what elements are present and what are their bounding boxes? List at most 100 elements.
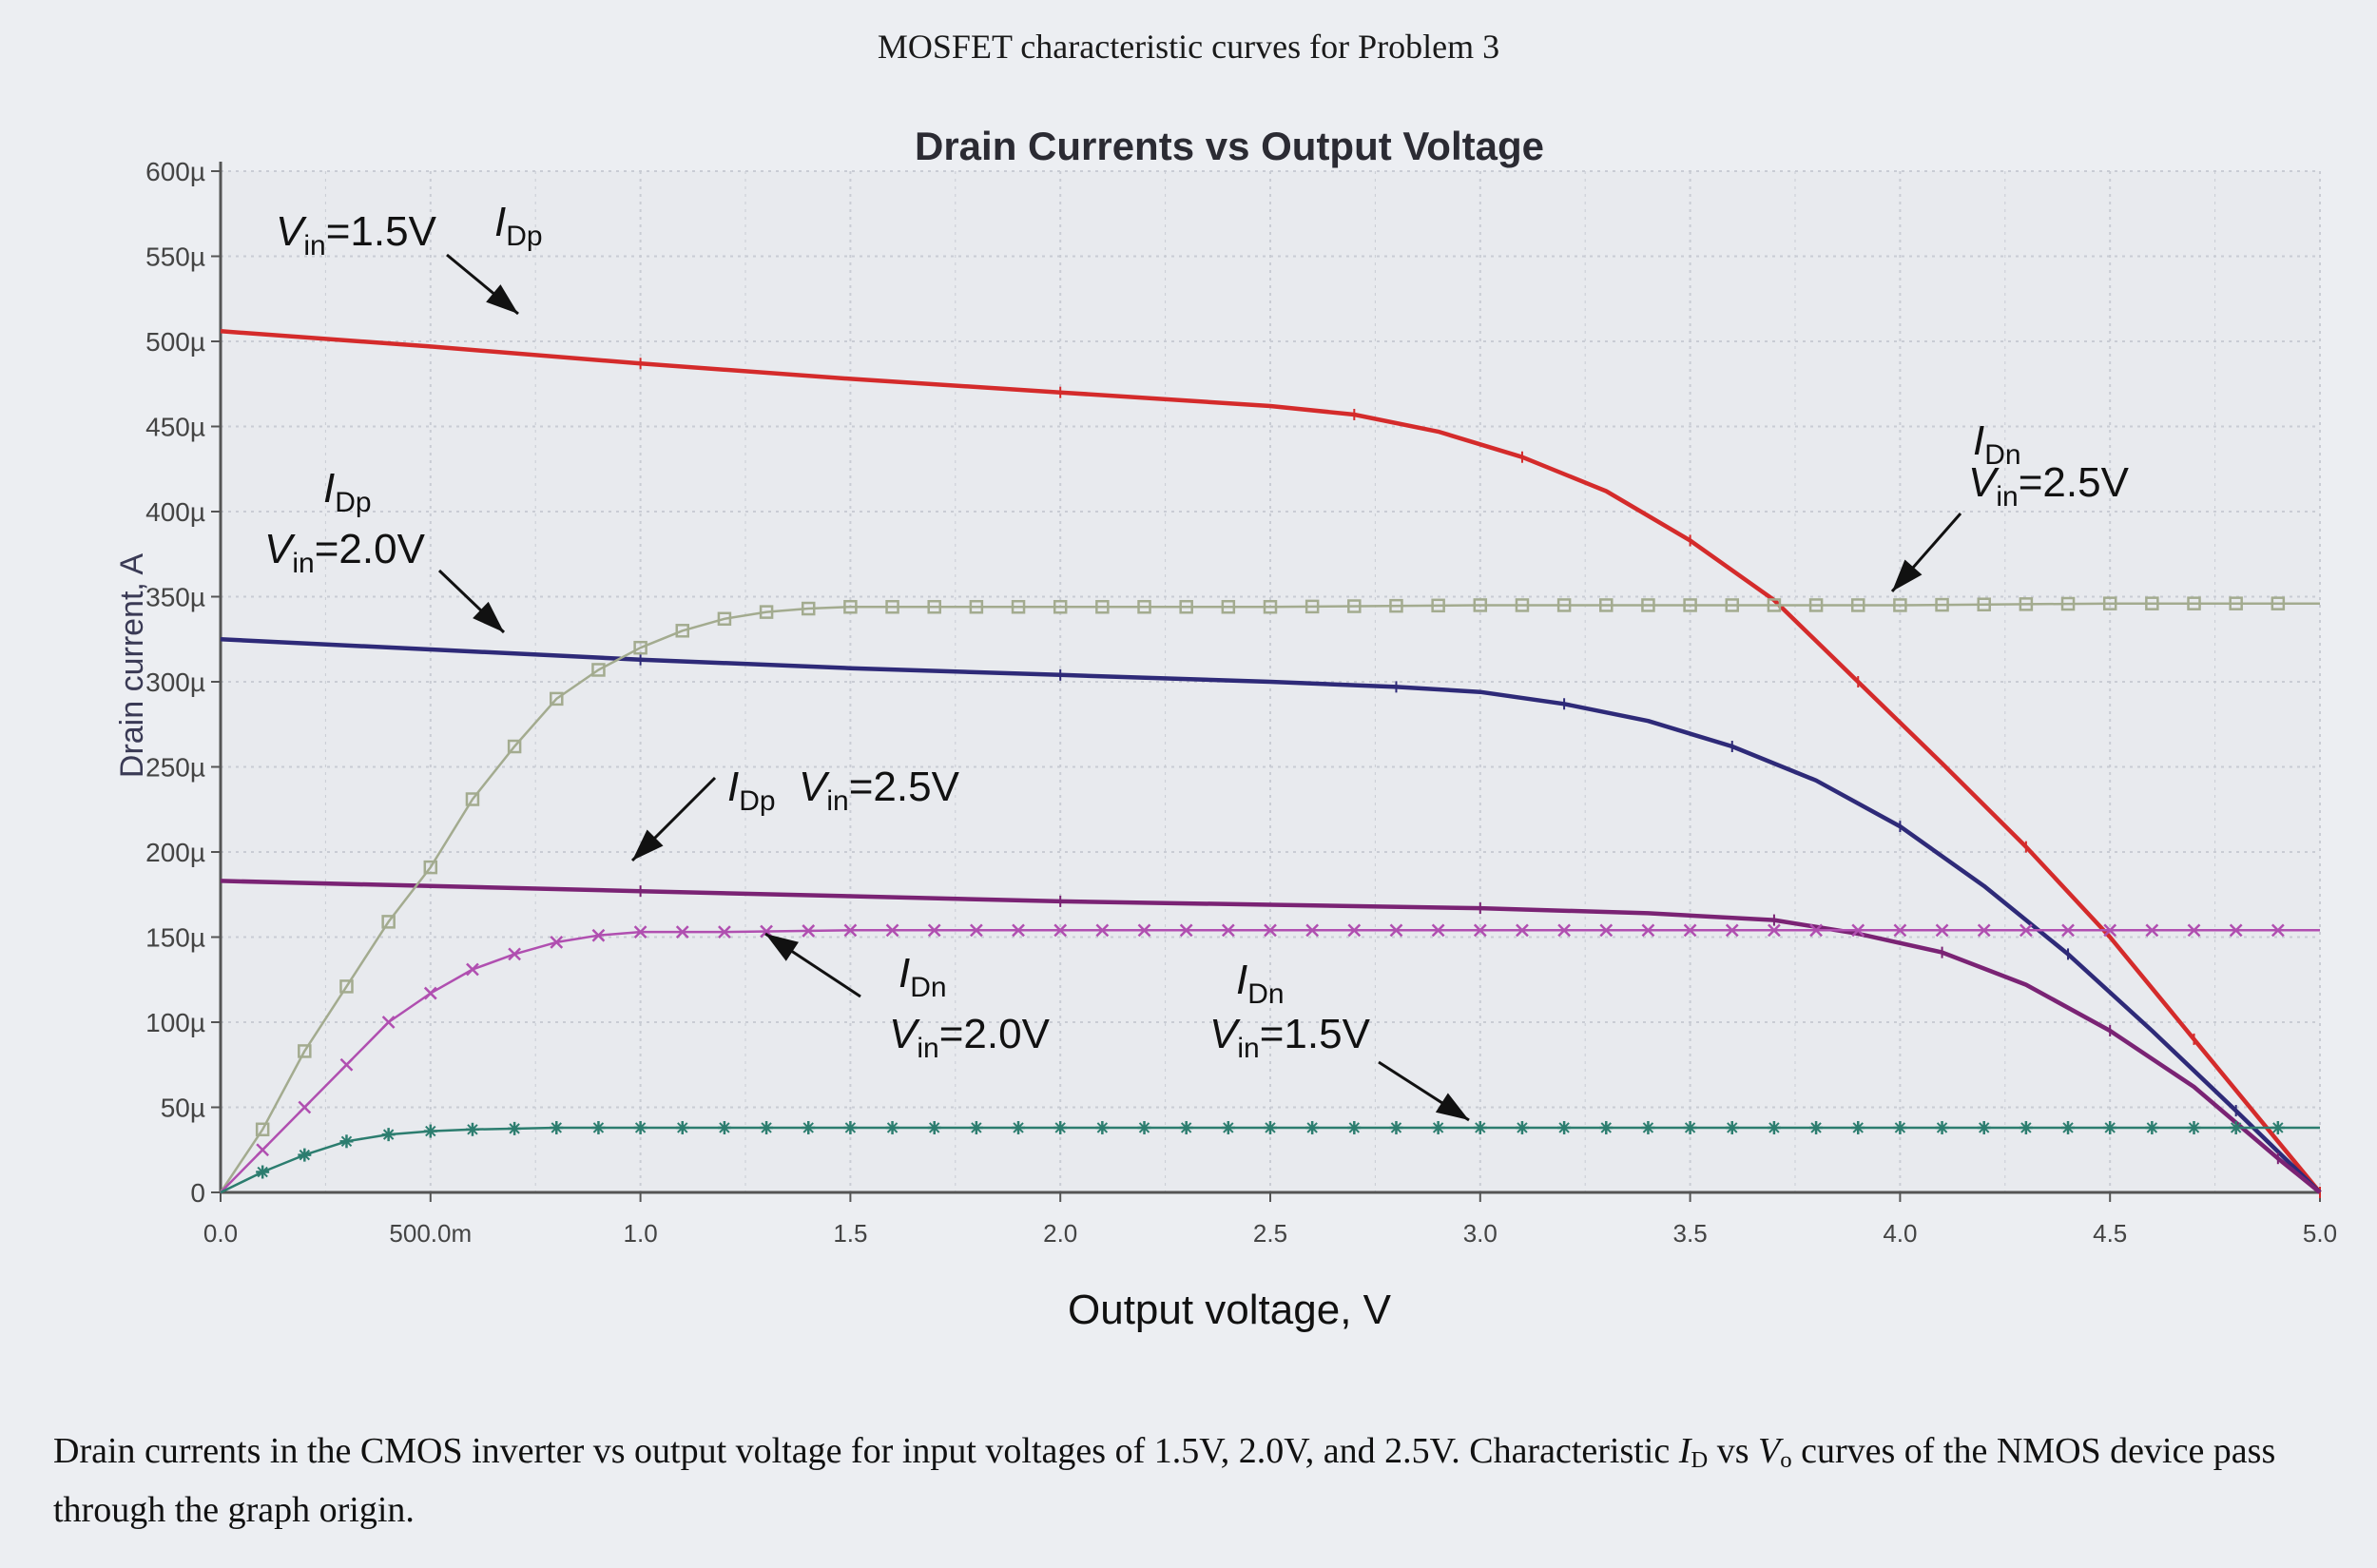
series-line-idp_1_5 bbox=[220, 329, 2322, 1194]
data-point-idn_1_5 bbox=[1767, 1120, 1781, 1134]
data-point-idn_2_0 bbox=[1641, 923, 1655, 938]
data-point-idn_2_5 bbox=[1850, 598, 1865, 612]
data-point-idn_2_5 bbox=[675, 624, 690, 638]
caption-text-2: vs bbox=[1708, 1431, 1759, 1471]
star-stroke bbox=[1223, 1122, 1234, 1133]
data-point-idn_2_0 bbox=[1768, 923, 1781, 938]
cross-stroke bbox=[1053, 923, 1068, 938]
cross-stroke bbox=[466, 962, 479, 977]
data-point-idn_1_5 bbox=[1599, 1120, 1614, 1134]
data-point-idn_2_0 bbox=[298, 1100, 312, 1114]
data-point-idn_2_0 bbox=[550, 935, 564, 949]
data-point-idn_2_0 bbox=[1137, 923, 1151, 938]
annotation-vin-ann_dn_20: Vin=2.0V bbox=[889, 1011, 1051, 1064]
data-point-idn_2_5 bbox=[1431, 598, 1445, 613]
chart-title: Drain Currents vs Output Voltage bbox=[915, 124, 1544, 168]
data-point-idn_2_5 bbox=[1011, 599, 1026, 614]
data-point-idn_1_5 bbox=[969, 1120, 983, 1134]
data-point-idn_1_5 bbox=[298, 1148, 312, 1162]
star-stroke bbox=[719, 1122, 730, 1133]
annotation-id-ann_dn_15: IDn bbox=[1236, 957, 1285, 1010]
star-stroke bbox=[2146, 1122, 2158, 1133]
data-point-idn_2_0 bbox=[1935, 923, 1949, 938]
y-tick-label: 400µ bbox=[145, 497, 205, 527]
cross-stroke bbox=[1516, 923, 1529, 938]
cross-stroke bbox=[1851, 923, 1865, 938]
data-point-idn_2_0 bbox=[2271, 923, 2285, 938]
star-stroke bbox=[761, 1122, 772, 1133]
data-point-idn_2_0 bbox=[1431, 923, 1445, 938]
cross-stroke bbox=[1935, 923, 1949, 938]
annotation-vin-ann_dp_25: Vin=2.5V bbox=[799, 764, 960, 817]
data-point-idn_2_5 bbox=[1725, 598, 1740, 612]
data-point-idn_2_5 bbox=[1515, 598, 1530, 612]
star-stroke bbox=[1768, 1122, 1780, 1133]
star-stroke bbox=[257, 1166, 268, 1178]
series-group bbox=[219, 329, 2322, 1198]
data-point-idn_2_5 bbox=[2187, 596, 2201, 610]
data-point-idn_2_5 bbox=[1767, 598, 1782, 612]
data-point-idn_2_5 bbox=[843, 599, 858, 614]
cross-stroke bbox=[927, 923, 941, 938]
star-stroke bbox=[1348, 1122, 1361, 1133]
data-point-idn_2_5 bbox=[1808, 598, 1824, 612]
data-point-idn_1_5 bbox=[1305, 1120, 1320, 1134]
data-point-idn_2_0 bbox=[1516, 923, 1529, 938]
annotation-vin-ann_dn_25: Vin=2.5V bbox=[1968, 459, 2130, 513]
data-point-idn_2_5 bbox=[423, 860, 438, 875]
data-point-idn_2_5 bbox=[1221, 599, 1236, 614]
data-point-idn_1_5 bbox=[550, 1120, 564, 1134]
star-stroke bbox=[1180, 1122, 1192, 1133]
data-point-idn_1_5 bbox=[256, 1165, 270, 1179]
x-tick-label: 5.0 bbox=[2303, 1219, 2337, 1248]
annotation-id-ann_dn_25: IDn bbox=[1973, 417, 2021, 471]
data-point-idn_2_0 bbox=[969, 923, 983, 938]
cross-stroke bbox=[1389, 923, 1403, 938]
data-point-idn_1_5 bbox=[2271, 1120, 2285, 1134]
data-point-idn_2_0 bbox=[339, 1057, 354, 1072]
data-point-idn_2_5 bbox=[2145, 596, 2159, 610]
star-stroke bbox=[1265, 1122, 1276, 1133]
y-tick-label: 150µ bbox=[145, 923, 205, 953]
star-stroke bbox=[1642, 1122, 1654, 1133]
cross-stroke bbox=[1599, 923, 1614, 938]
caption-text-3: curves of the NMOS device pass through t… bbox=[53, 1431, 2276, 1530]
data-point-idn_2_5 bbox=[1389, 598, 1403, 613]
data-point-idn_1_5 bbox=[381, 1128, 396, 1142]
cross-stroke bbox=[2103, 923, 2117, 938]
grid bbox=[220, 170, 2321, 1193]
data-point-idn_1_5 bbox=[1012, 1120, 1026, 1134]
data-point-idn_2_5 bbox=[633, 640, 647, 655]
x-tick-label: 1.0 bbox=[624, 1219, 658, 1248]
x-tick-label: 3.0 bbox=[1463, 1219, 1498, 1248]
data-point-idn_1_5 bbox=[339, 1134, 354, 1149]
star-stroke bbox=[1810, 1122, 1822, 1133]
y-tick-label: 500µ bbox=[145, 327, 205, 357]
cross-stroke bbox=[2187, 923, 2201, 938]
cross-stroke bbox=[1641, 923, 1655, 938]
x-tick-label: 0.0 bbox=[203, 1219, 238, 1248]
data-point-idn_2_5 bbox=[507, 739, 522, 754]
data-point-idn_2_5 bbox=[759, 605, 774, 619]
data-point-idn_2_0 bbox=[1977, 923, 1991, 938]
data-point-idn_2_5 bbox=[339, 979, 354, 994]
cross-stroke bbox=[633, 925, 647, 939]
data-point-idn_2_5 bbox=[1935, 597, 1949, 612]
star-stroke bbox=[1936, 1122, 1948, 1133]
data-point-idn_1_5 bbox=[717, 1120, 731, 1134]
data-point-idn_2_0 bbox=[2103, 923, 2117, 938]
data-point-idn_2_0 bbox=[1599, 923, 1614, 938]
data-point-idn_2_5 bbox=[298, 1044, 312, 1058]
caption-vo-symbol: V bbox=[1758, 1431, 1781, 1471]
star-stroke bbox=[1517, 1122, 1528, 1133]
data-point-idn_2_5 bbox=[2229, 596, 2243, 610]
annotation-id-ann_dp_15: IDp bbox=[494, 199, 543, 252]
data-point-idn_2_0 bbox=[1053, 923, 1068, 938]
y-axis-label: Drain current, A bbox=[114, 553, 150, 779]
star-stroke bbox=[2188, 1122, 2200, 1133]
cross-stroke bbox=[339, 1057, 354, 1072]
data-point-idn_2_0 bbox=[675, 925, 689, 939]
series-line-idn_2_5 bbox=[219, 602, 2320, 1193]
data-point-idn_2_0 bbox=[1389, 923, 1403, 938]
